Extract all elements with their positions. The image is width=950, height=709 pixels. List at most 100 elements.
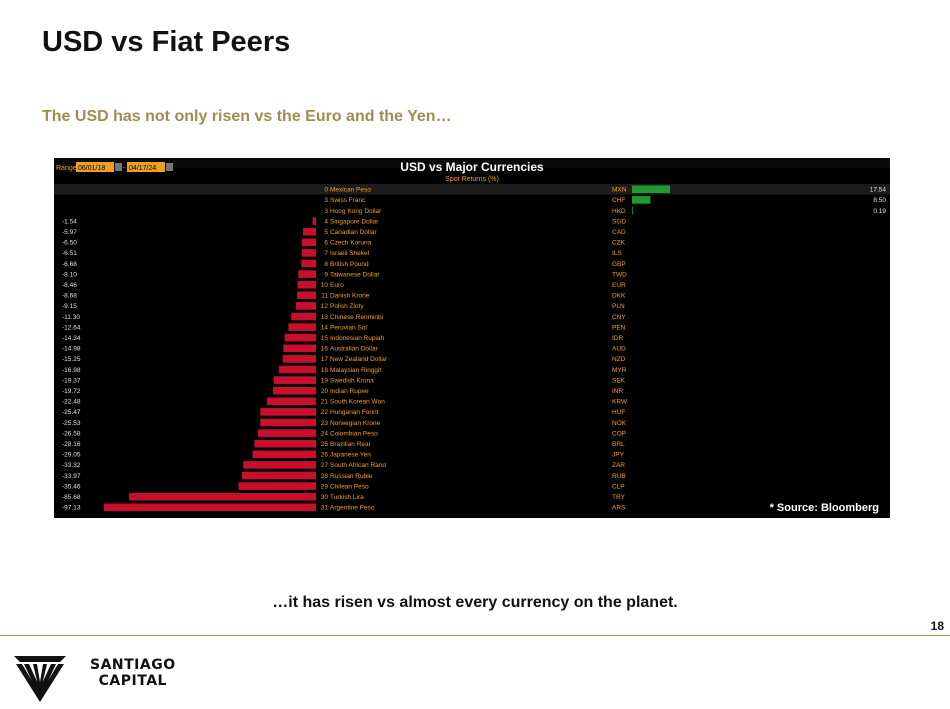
rank-label: 12: [321, 303, 329, 310]
currency-code-label: DKK: [612, 293, 626, 300]
rank-label: 20: [321, 388, 329, 395]
rank-label: 28: [321, 473, 329, 480]
bar-negative: [278, 365, 316, 374]
value-label: -6.50: [62, 240, 77, 247]
value-label: -33.97: [62, 473, 81, 480]
value-label: -35.46: [62, 483, 81, 490]
currency-name-label: Chilean Peso: [330, 483, 369, 490]
bar-negative: [301, 249, 316, 257]
rank-label: 23: [321, 420, 329, 427]
bar-negative: [273, 376, 316, 384]
bar-negative: [297, 291, 316, 300]
currency-code-label: PEN: [612, 324, 626, 331]
rank-label: 15: [321, 335, 329, 342]
bar-negative: [283, 344, 316, 353]
chart-subtitle: Spot Returns (%): [445, 176, 499, 183]
value-label: -25.53: [62, 420, 81, 427]
range-start-value: 06/01/18: [78, 165, 105, 172]
rank-label: 3: [324, 208, 328, 215]
chart-rows: 17.54 0 Mexican Peso MXN 8.50 3 Swiss Franc CHF…: [54, 184, 890, 512]
bar-negative: [254, 439, 316, 448]
page-number: 18: [930, 619, 944, 633]
currency-name-label: Swiss Franc: [330, 197, 366, 204]
value-label: -29.05: [62, 452, 81, 459]
bar-negative: [260, 408, 316, 416]
currency-name-label: South Korean Won: [330, 399, 385, 406]
source-note: * Source: Bloomberg: [770, 502, 879, 514]
value-label: 17.54: [870, 187, 887, 194]
currency-code-label: SGD: [612, 218, 626, 225]
range-start-field[interactable]: [76, 162, 114, 172]
value-label: -33.32: [62, 462, 81, 469]
currency-name-label: New Zealand Dollar: [330, 356, 388, 363]
currency-code-label: HKD: [612, 208, 626, 215]
currency-name-label: Chinese Renminbi: [330, 314, 383, 321]
bar-negative: [252, 450, 316, 459]
range-end-field[interactable]: [127, 162, 165, 172]
value-label: -25.47: [62, 409, 81, 416]
logo-line-1: SANTIAGO: [90, 657, 176, 673]
currency-name-label: Swedish Krona: [330, 377, 374, 384]
slide-subtitle: The USD has not only risen vs the Euro a…: [42, 108, 452, 125]
value-label: -28.16: [62, 441, 81, 448]
currency-name-label: British Pound: [330, 261, 369, 268]
currency-name-label: Australian Dollar: [330, 346, 379, 353]
rank-label: 5: [324, 229, 328, 236]
currency-name-label: South African Rand: [330, 462, 386, 469]
value-label: -12.64: [62, 324, 81, 331]
currency-code-label: CLP: [612, 483, 625, 490]
value-label: -8.46: [62, 282, 77, 289]
bar-negative: [243, 461, 316, 469]
currency-name-label: Brazilian Real: [330, 441, 371, 448]
currency-name-label: Danish Krone: [330, 293, 370, 300]
value-label: 0.19: [873, 208, 886, 215]
currency-name-label: Mexican Peso: [330, 187, 371, 194]
bar-positive: [632, 196, 651, 204]
bar-negative: [129, 492, 316, 501]
currency-code-label: JPY: [612, 452, 625, 459]
bar-negative: [301, 238, 316, 247]
currency-code-label: IDR: [612, 335, 624, 342]
currency-name-label: Polish Zloty: [330, 303, 364, 310]
rank-label: 17: [321, 356, 329, 363]
currency-name-label: Indian Rupee: [330, 388, 369, 395]
value-label: -19.72: [62, 388, 81, 395]
bar-negative: [297, 280, 316, 289]
rank-label: 18: [321, 367, 329, 374]
rank-label: 30: [321, 494, 329, 501]
currency-code-label: BRL: [612, 441, 625, 448]
currency-code-label: INR: [612, 388, 624, 395]
currency-name-label: Euro: [330, 282, 344, 289]
currency-code-label: CZK: [612, 240, 626, 247]
range-start-calendar-icon[interactable]: [115, 163, 122, 171]
bar-negative: [298, 270, 316, 278]
rank-label: 25: [321, 441, 329, 448]
rank-label: 11: [321, 293, 328, 300]
range-end-calendar-icon[interactable]: [166, 163, 173, 171]
value-label: -5.97: [62, 229, 77, 236]
rank-label: 22: [321, 409, 329, 416]
currency-code-label: CHF: [612, 197, 625, 204]
range-label: Range: [56, 165, 77, 172]
currency-name-label: Czech Koruna: [330, 240, 372, 247]
rank-label: 16: [321, 346, 329, 353]
rank-label: 27: [321, 462, 329, 469]
value-label: -22.48: [62, 399, 81, 406]
currency-name-label: Indonesian Rupiah: [330, 335, 385, 342]
range-dash: -: [123, 165, 126, 172]
currency-code-label: ILS: [612, 250, 622, 257]
rank-label: 14: [321, 324, 329, 331]
rank-label: 3: [324, 197, 328, 204]
rank-label: 31: [321, 505, 329, 512]
currency-code-label: PLN: [612, 303, 625, 310]
currency-code-label: HUF: [612, 409, 625, 416]
bar-negative: [312, 217, 316, 225]
value-label: -8.10: [62, 271, 77, 278]
value-label: -8.68: [62, 293, 77, 300]
value-label: -19.37: [62, 377, 81, 384]
value-label: -14.98: [62, 346, 81, 353]
currency-code-label: AUD: [612, 346, 626, 353]
currency-name-label: Peruvian Sol: [330, 324, 367, 331]
rank-label: 6: [324, 240, 328, 247]
value-label: -6.51: [62, 250, 77, 257]
